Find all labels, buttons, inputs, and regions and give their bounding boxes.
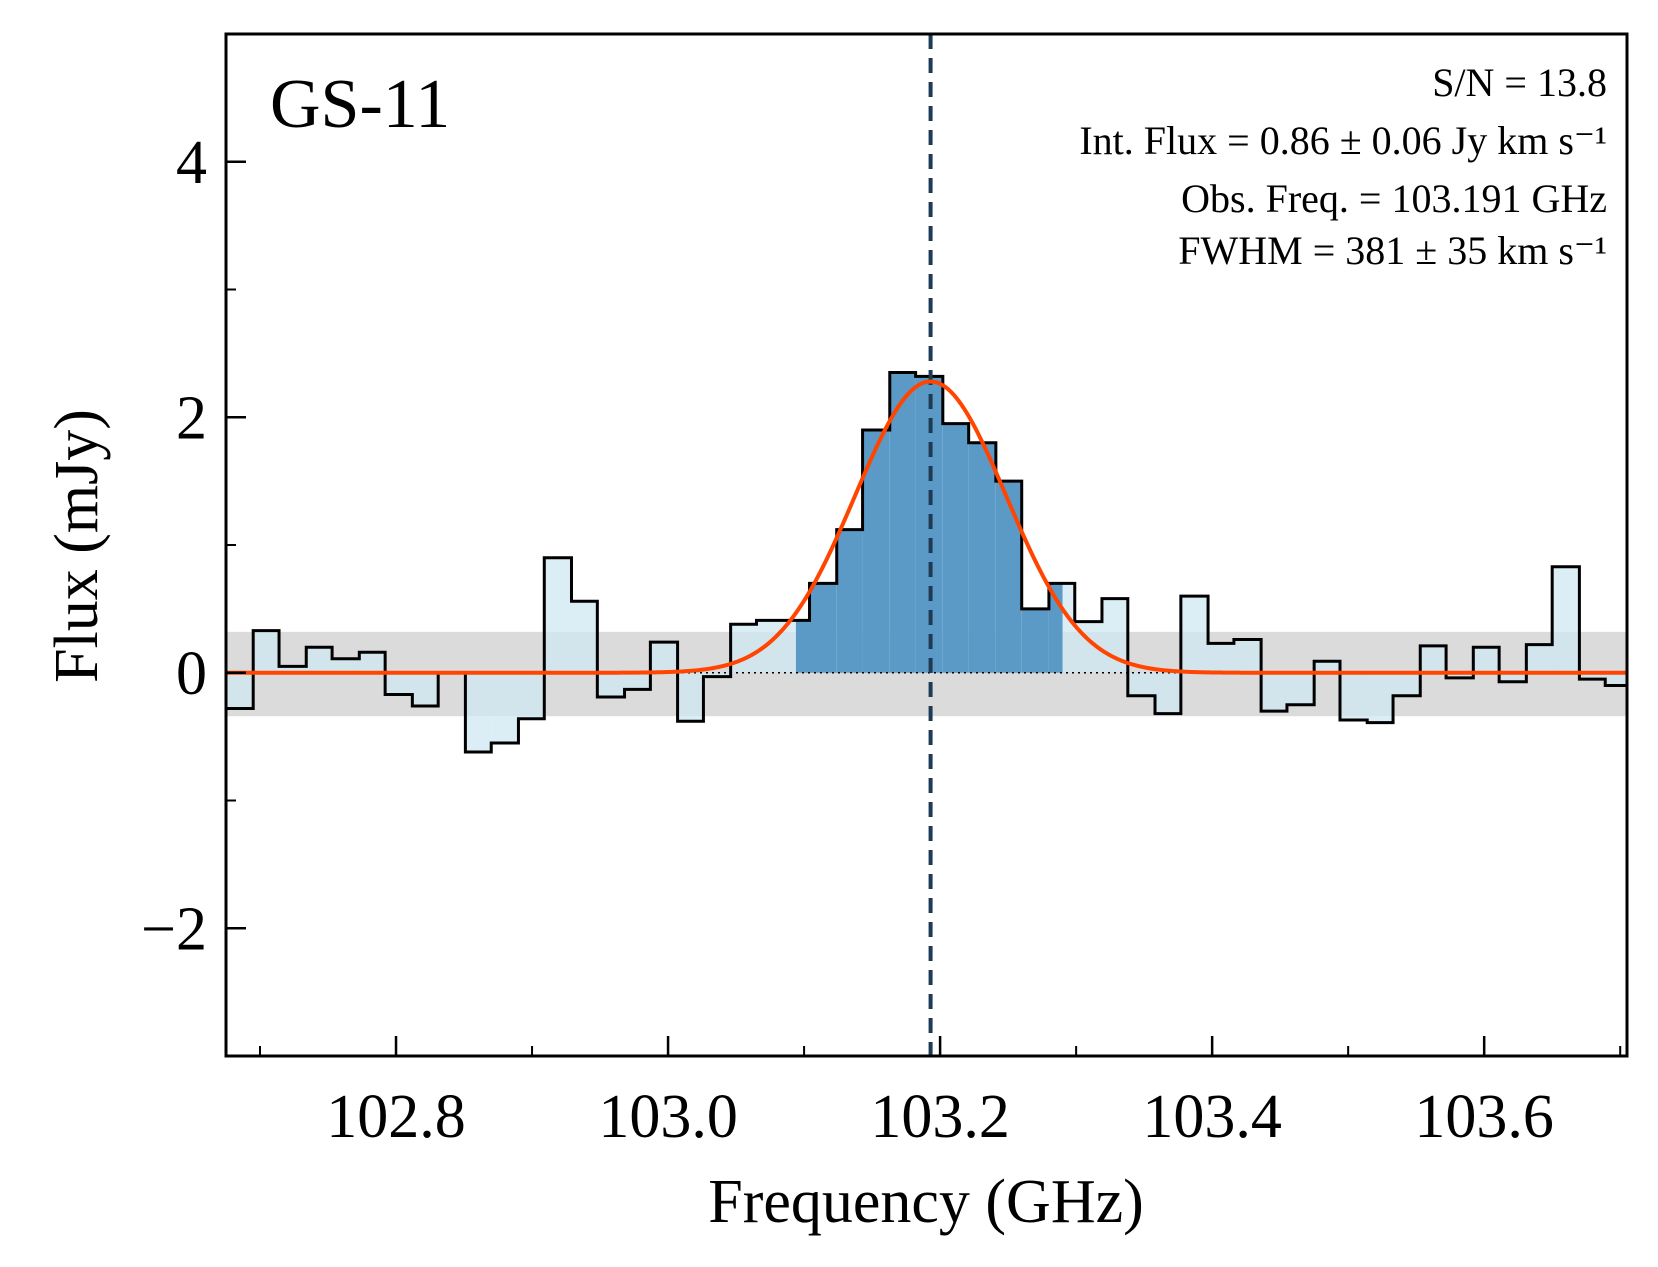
spectrum-bin (624, 672, 651, 690)
spectrum-bin (703, 672, 731, 677)
line-region-bin (968, 442, 996, 673)
spectrum-bin (1180, 596, 1209, 673)
x-tick-label: 103.0 (598, 1083, 738, 1151)
spectrum-bin (1155, 672, 1181, 714)
spectrum-bin (1446, 672, 1474, 678)
spectrum-bin (279, 666, 307, 673)
line-region-bin (942, 423, 969, 673)
spectrum-bin (1526, 644, 1553, 673)
x-tick-label: 103.6 (1414, 1083, 1554, 1151)
line-region-bin (889, 372, 916, 673)
spectrum-bin (1286, 672, 1315, 705)
annotation-line: FWHM = 381 ± 35 km s⁻¹ (1178, 228, 1607, 273)
spectrum-bin (677, 672, 704, 722)
x-tick-label: 103.2 (870, 1083, 1010, 1151)
annotation-line: Obs. Freq. = 103.191 GHz (1181, 176, 1607, 221)
y-tick-label: 2 (176, 384, 207, 452)
line-region-bin (1021, 608, 1049, 673)
spectrum-bin (1393, 672, 1421, 696)
y-tick-label: −2 (141, 895, 207, 963)
fit-annotations: S/N = 13.8 Int. Flux = 0.86 ± 0.06 Jy km … (1079, 60, 1607, 273)
gaussian-fit-line (226, 379, 1627, 675)
annotation-line: Int. Flux = 0.86 ± 0.06 Jy km s⁻¹ (1079, 118, 1607, 163)
spectrum-bin (1261, 672, 1287, 712)
spectrum-bin (465, 672, 492, 752)
spectrum-bin (1314, 661, 1340, 673)
spectrum-bin (1233, 639, 1262, 673)
spectrum-bin (491, 672, 519, 744)
spectrum-bin (597, 672, 625, 698)
plot-frame (224, 32, 1629, 1058)
spectrum-bin (1499, 672, 1527, 682)
y-tick-label: 0 (176, 640, 207, 708)
spectrum-bin (571, 601, 598, 673)
x-axis-label: Frequency (GHz) (708, 1168, 1144, 1236)
spectrum-bin (1605, 672, 1627, 686)
spectrum-bin (253, 630, 280, 673)
x-tick-label: 103.4 (1142, 1083, 1282, 1151)
spectrum-bin (544, 557, 572, 673)
spectrum-bin (1127, 672, 1156, 696)
spectrum-bin (756, 620, 784, 673)
plot-area (226, 34, 1627, 1056)
spectrum-bin (1473, 647, 1500, 673)
spectrum-bin (385, 672, 413, 695)
spectrum-bin (1339, 672, 1368, 721)
chart-title: GS-11 (270, 66, 450, 143)
spectrum-bin (518, 672, 545, 719)
spectrum-bin (1208, 643, 1234, 673)
line-region-bin (995, 481, 1022, 673)
spectrum-bin (650, 642, 678, 673)
spectrum-bin (359, 652, 386, 673)
annotation-line: S/N = 13.8 (1432, 60, 1607, 105)
y-tick-label: 4 (176, 129, 207, 197)
spectrum-bin (332, 658, 360, 673)
spectrum-bin (1420, 645, 1447, 673)
tick-labels: 102.8 103.0 103.2 103.4 103.6 −2 0 2 4 (141, 129, 1554, 1151)
spectrum-bin (306, 647, 333, 673)
line-region-bin (836, 529, 863, 673)
spectrum-bin (1579, 672, 1606, 680)
spectrum-bin (1552, 566, 1580, 673)
spectrum-bin (412, 672, 439, 706)
spectrum-bin (1367, 672, 1394, 723)
line-region-bin (809, 583, 837, 673)
plot-clip-group (226, 34, 1627, 1056)
spectrum-bin (730, 624, 757, 673)
y-axis-label: Flux (mJy) (43, 409, 111, 683)
x-tick-label: 102.8 (326, 1083, 466, 1151)
line-region-bin (795, 620, 810, 673)
spectrum-step-line (226, 371, 1627, 754)
spectrum-bin (226, 672, 254, 709)
